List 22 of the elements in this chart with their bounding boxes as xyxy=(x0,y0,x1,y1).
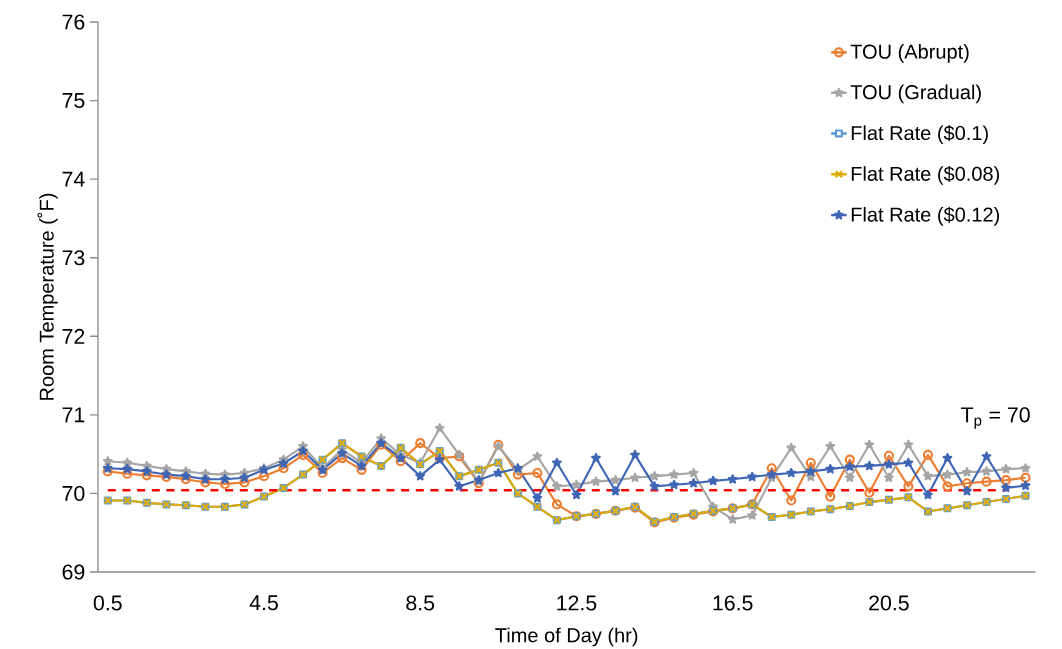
legend-label: Flat Rate ($0.1) xyxy=(851,125,988,145)
legend-label: TOU (Abrupt) xyxy=(850,44,969,63)
y-tick-label: 70 xyxy=(62,485,85,501)
x-tick-label: 0.5 xyxy=(93,595,122,611)
y-tick-label: 71 xyxy=(62,407,85,423)
x-tick-label: 8.5 xyxy=(406,595,435,611)
legend-label: Flat Rate ($0.12) xyxy=(851,206,1000,226)
x-tick-label: 20.5 xyxy=(869,595,909,611)
annotation: T$_{p}$ = 70 xyxy=(961,407,1030,429)
y-tick-label: 76 xyxy=(62,14,85,30)
x-tick-label: 16.5 xyxy=(713,595,753,611)
x-tick-label: 4.5 xyxy=(249,595,278,611)
legend-label: Flat Rate ($0.08) xyxy=(851,165,1000,185)
y-tick-label: 75 xyxy=(62,93,85,109)
x-axis-title: Time of Day (hr) xyxy=(495,627,638,647)
y-axis-title: Room Temperature (˚F) xyxy=(37,193,58,400)
y-tick-label: 69 xyxy=(62,564,85,580)
x-tick-label: 12.5 xyxy=(557,595,597,611)
y-tick-label: 74 xyxy=(62,171,85,187)
y-tick-label: 72 xyxy=(62,328,85,344)
y-tick-label: 73 xyxy=(62,250,85,266)
legend-label: TOU (Gradual) xyxy=(850,84,981,104)
